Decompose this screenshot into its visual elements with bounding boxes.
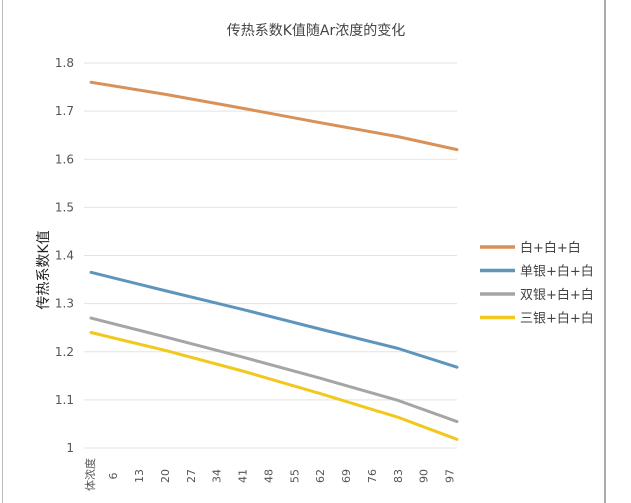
legend-label: 单银+白+白 [520, 264, 594, 280]
legend-label: 双银+白+白 [520, 287, 594, 303]
x-tick-label: 体浓度 [83, 458, 97, 491]
x-tick-label: 27 [185, 469, 198, 483]
y-tick-label: 1.5 [55, 200, 74, 214]
x-tick-label: 90 [418, 469, 431, 483]
series-line [89, 316, 459, 424]
x-tick-label: 83 [392, 469, 405, 483]
y-tick-label: 1.8 [55, 56, 74, 70]
y-tick-label: 1.4 [55, 249, 74, 263]
y-tick-label: 1.1 [55, 393, 74, 407]
chart-frame [2, 0, 606, 503]
series-line [89, 331, 459, 441]
x-tick-label: 55 [288, 469, 301, 483]
x-tick-label: 69 [340, 469, 353, 483]
y-tick-label: 1.2 [55, 345, 74, 359]
legend-label: 白+白+白 [520, 240, 581, 256]
y-tick-label: 1.6 [55, 152, 74, 166]
x-tick-label: 48 [262, 469, 275, 483]
y-tick-label: 1 [66, 441, 74, 455]
x-tick-label: 62 [314, 469, 327, 483]
x-tick-label: 76 [366, 469, 379, 483]
x-tick-label: 41 [237, 469, 250, 483]
x-tick-label: 34 [211, 469, 224, 483]
series-line [89, 270, 459, 369]
series-line [89, 80, 459, 152]
x-tick-label: 6 [107, 473, 120, 480]
x-tick-label: 20 [159, 469, 172, 483]
y-tick-label: 1.3 [55, 297, 74, 311]
x-tick-label: 97 [444, 469, 457, 483]
x-tick-label: 13 [133, 469, 146, 483]
legend-label: 三银+白+白 [520, 311, 594, 327]
chart-title: 传热系数K值随Ar浓度的变化 [227, 23, 406, 39]
y-tick-label: 1.7 [55, 104, 74, 118]
y-axis-label: 传热系数K值 [36, 230, 52, 309]
